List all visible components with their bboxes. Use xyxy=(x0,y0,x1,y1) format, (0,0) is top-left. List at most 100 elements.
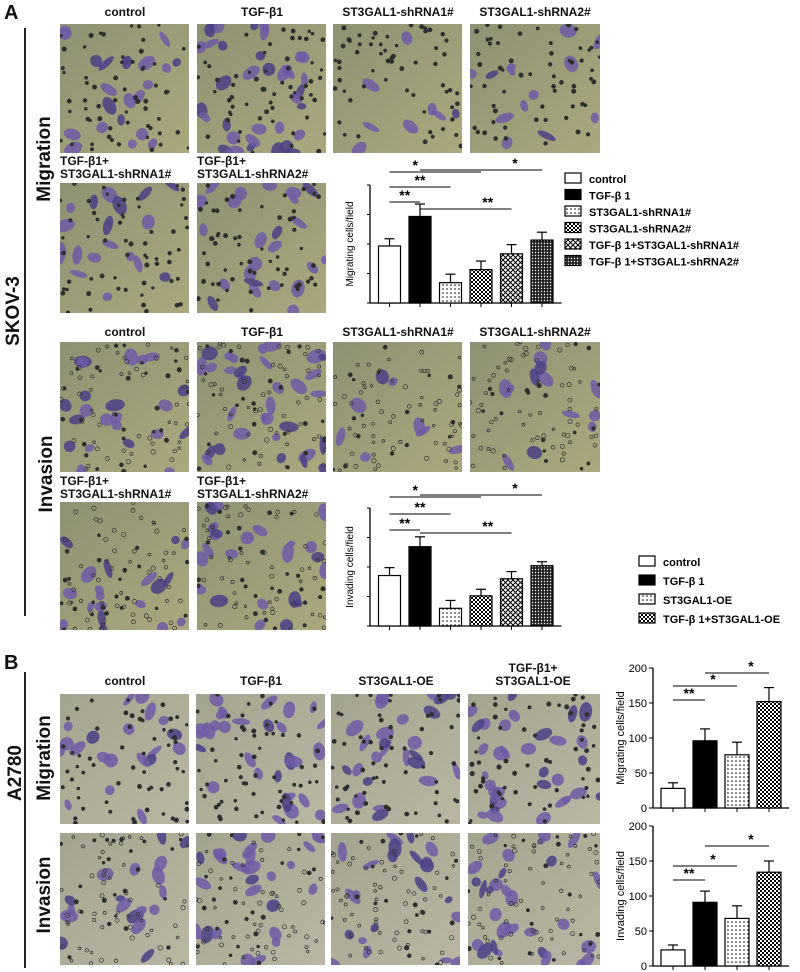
cell-shape xyxy=(318,353,326,361)
pore-dot xyxy=(122,888,128,894)
pore-dot xyxy=(236,344,242,350)
pore-dot xyxy=(548,928,553,934)
micrograph-texture xyxy=(197,183,326,313)
pore-dot xyxy=(88,118,92,123)
pore-dot xyxy=(134,366,139,372)
micrograph-mig-shrna1 xyxy=(333,24,462,153)
significance-label: ** xyxy=(415,499,426,515)
significance-label: * xyxy=(748,831,754,847)
pore-dot xyxy=(548,41,553,46)
pore-dot xyxy=(225,530,230,535)
pore-dot xyxy=(444,819,449,824)
pore-dot xyxy=(218,342,223,346)
pore-dot xyxy=(159,428,164,433)
pore-dot xyxy=(78,884,83,889)
pore-dot xyxy=(333,401,337,406)
pore-dot xyxy=(270,949,276,955)
pore-dot xyxy=(268,426,274,432)
pore-dot xyxy=(133,95,138,101)
pore-dot xyxy=(150,441,155,446)
pore-dot xyxy=(349,933,354,938)
cell-shape xyxy=(154,855,167,872)
pore-dot xyxy=(237,234,242,240)
cell-shape xyxy=(181,537,189,550)
cell-shape xyxy=(111,419,123,431)
pore-dot xyxy=(551,445,556,450)
row-label-migration-b: Migration xyxy=(34,715,55,801)
pore-dot xyxy=(270,565,274,570)
pore-dot xyxy=(260,392,266,398)
cell-shape xyxy=(84,444,95,452)
pore-dot xyxy=(121,863,126,867)
pore-dot xyxy=(247,70,252,74)
pore-dot xyxy=(308,780,312,784)
pore-dot xyxy=(285,345,290,350)
pore-dot xyxy=(119,745,125,750)
pore-dot xyxy=(496,790,501,794)
pore-dot xyxy=(95,217,100,222)
pore-dot xyxy=(453,460,458,465)
pore-dot xyxy=(109,137,114,142)
pore-dot xyxy=(114,914,118,918)
pore-dot xyxy=(434,870,440,875)
cell-shape xyxy=(63,721,73,732)
pore-dot xyxy=(354,794,358,798)
cell-shape xyxy=(498,379,513,398)
cell-shape xyxy=(507,66,516,76)
cell-shape xyxy=(196,851,205,865)
pore-dot xyxy=(129,713,135,719)
cell-shape xyxy=(283,701,296,719)
pore-dot xyxy=(527,705,532,710)
pore-dot xyxy=(303,544,308,549)
cell-shape xyxy=(274,121,285,134)
pore-dot xyxy=(412,902,418,908)
pore-dot xyxy=(490,448,496,454)
cell-shape xyxy=(284,755,303,768)
pore-dot xyxy=(109,566,115,571)
pore-dot xyxy=(136,911,141,916)
cell-shape xyxy=(279,140,294,153)
pore-dot xyxy=(586,794,590,798)
pore-dot xyxy=(162,727,166,732)
pore-dot xyxy=(373,925,379,931)
pore-dot xyxy=(493,833,498,837)
pore-dot xyxy=(124,110,129,114)
pore-dot xyxy=(363,801,369,806)
pore-dot xyxy=(302,600,308,605)
pore-dot xyxy=(161,812,166,816)
pore-dot xyxy=(252,450,258,456)
pore-dot xyxy=(73,820,78,824)
pore-dot xyxy=(157,576,162,581)
pore-dot xyxy=(389,451,395,456)
pore-dot xyxy=(405,943,410,947)
pore-dot xyxy=(257,116,263,121)
pore-dot xyxy=(197,346,203,351)
pore-dot xyxy=(457,384,462,389)
cell-shape xyxy=(485,886,494,894)
micrograph-b-mig-tgfb1 xyxy=(196,694,325,824)
pore-dot xyxy=(60,841,64,846)
cell-shape xyxy=(259,356,272,370)
pore-dot xyxy=(67,581,72,586)
pore-dot xyxy=(180,187,186,192)
cell-shape xyxy=(102,215,114,236)
pore-dot xyxy=(224,197,230,202)
pore-dot xyxy=(479,402,484,407)
cell-shape xyxy=(176,617,186,627)
pore-dot xyxy=(128,560,132,564)
cell-shape xyxy=(60,936,68,950)
pore-dot xyxy=(260,86,266,92)
pore-dot xyxy=(317,364,322,369)
pore-dot xyxy=(272,956,277,962)
pore-dot xyxy=(138,48,144,54)
pore-dot xyxy=(260,204,264,209)
pore-dot xyxy=(379,859,385,865)
pore-dot xyxy=(216,298,220,302)
pore-dot xyxy=(277,215,283,220)
pore-dot xyxy=(292,782,297,787)
cell-shape xyxy=(163,183,180,192)
legend-swatch-3 xyxy=(564,221,582,234)
pore-dot xyxy=(304,115,310,120)
pore-dot xyxy=(489,36,493,41)
